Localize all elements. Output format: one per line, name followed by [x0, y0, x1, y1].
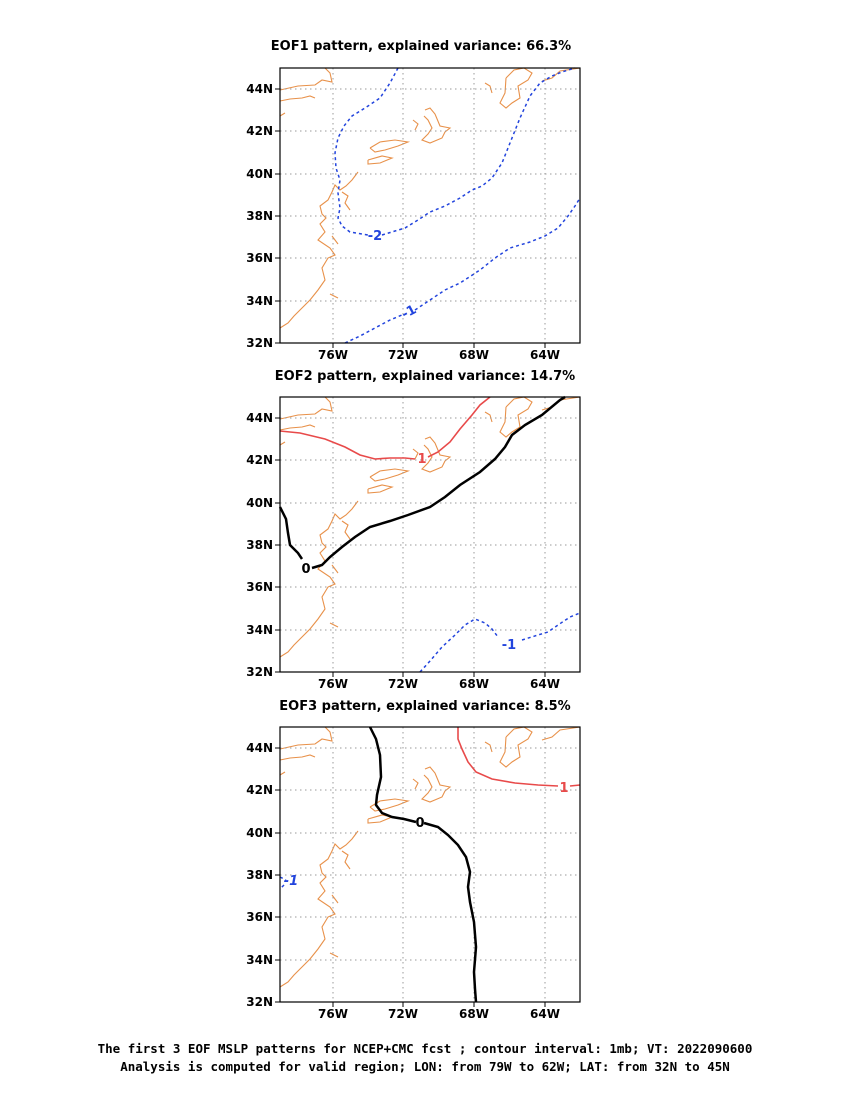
x-tick-label: 76W [318, 677, 348, 691]
contour-zero [311, 395, 566, 570]
panel-title: EOF2 pattern, explained variance: 14.7% [275, 369, 575, 384]
contour-minus1 [521, 612, 581, 641]
contour-label: 1 [417, 452, 426, 467]
y-tick-labels: 44N 42N 40N 38N 36N 34N 32N [246, 741, 273, 1009]
contour-label: 0 [301, 562, 310, 577]
contour-minus1 [419, 618, 499, 673]
y-tick-label: 42N [246, 453, 273, 467]
y-tick-label: 36N [246, 251, 273, 265]
y-tick-label: 44N [246, 411, 273, 425]
x-tick-label: 68W [459, 1007, 489, 1021]
tick-marks [275, 747, 546, 1007]
contour-label: -1 [284, 874, 298, 889]
y-tick-label: 44N [246, 741, 273, 755]
tick-marks [275, 88, 546, 348]
y-tick-label: 38N [246, 868, 273, 882]
y-tick-label: 44N [246, 82, 273, 96]
y-tick-label: 36N [246, 580, 273, 594]
y-tick-label: 38N [246, 209, 273, 223]
x-tick-label: 72W [388, 1007, 418, 1021]
coastline [279, 396, 581, 658]
contour-plus1 [457, 727, 559, 787]
panel-eof2: EOF2 pattern, explained variance: 14.7% … [246, 369, 581, 691]
y-tick-label: 42N [246, 124, 273, 138]
y-tick-label: 32N [246, 665, 273, 679]
contour-plus1 [427, 396, 491, 458]
x-tick-label: 68W [459, 677, 489, 691]
x-tick-label: 72W [388, 677, 418, 691]
x-tick-label: 64W [530, 348, 560, 362]
y-tick-label: 40N [246, 826, 273, 840]
panel-eof1: EOF1 pattern, explained variance: 66.3% … [246, 39, 581, 362]
gridlines [280, 68, 580, 343]
panel-title: EOF3 pattern, explained variance: 8.5% [279, 699, 570, 714]
y-tick-label: 40N [246, 496, 273, 510]
coastline [279, 726, 581, 988]
y-tick-label: 42N [246, 783, 273, 797]
contour-minus1 [279, 884, 285, 890]
y-tick-labels: 44N 42N 40N 38N 36N 34N 32N [246, 411, 273, 679]
x-tick-label: 64W [530, 677, 560, 691]
contour-label: 0 [415, 816, 424, 831]
contour-plus1 [279, 430, 416, 460]
contour-label: -1 [399, 302, 419, 322]
y-tick-label: 38N [246, 538, 273, 552]
x-tick-labels: 76W 72W 68W 64W [318, 348, 560, 362]
y-tick-label: 34N [246, 623, 273, 637]
figure-caption-line2: Analysis is computed for valid region; L… [120, 1059, 730, 1074]
y-tick-labels: 44N 42N 40N 38N 36N 34N 32N [246, 82, 273, 350]
panel-eof3: EOF3 pattern, explained variance: 8.5% 1… [246, 699, 581, 1021]
contour-zero [423, 821, 478, 1003]
x-tick-labels: 76W 72W 68W 64W [318, 1007, 560, 1021]
y-tick-label: 40N [246, 167, 273, 181]
contour-label: -2 [368, 229, 382, 244]
x-tick-label: 72W [388, 348, 418, 362]
y-tick-label: 32N [246, 995, 273, 1009]
tick-marks [275, 417, 546, 677]
contour-minus2 [334, 67, 399, 236]
contour-label: -1 [502, 638, 516, 653]
contour-zero [368, 726, 417, 824]
x-tick-label: 64W [530, 1007, 560, 1021]
contour-plus1 [569, 784, 581, 787]
y-tick-label: 34N [246, 953, 273, 967]
coastline [279, 67, 581, 329]
gridlines [280, 727, 580, 1002]
x-tick-label: 76W [318, 348, 348, 362]
contour-minus1 [414, 197, 581, 311]
x-tick-labels: 76W 72W 68W 64W [318, 677, 560, 691]
figure-caption-line1: The first 3 EOF MSLP patterns for NCEP+C… [97, 1041, 753, 1056]
panel-title: EOF1 pattern, explained variance: 66.3% [271, 39, 571, 54]
contour-minus1 [344, 314, 403, 344]
y-tick-label: 34N [246, 294, 273, 308]
y-tick-label: 32N [246, 336, 273, 350]
contour-minus1 [279, 876, 287, 881]
y-tick-label: 36N [246, 910, 273, 924]
contour-zero [278, 506, 304, 560]
contour-label: 1 [559, 781, 568, 796]
x-tick-label: 68W [459, 348, 489, 362]
x-tick-label: 76W [318, 1007, 348, 1021]
contour-minus2 [381, 67, 576, 236]
